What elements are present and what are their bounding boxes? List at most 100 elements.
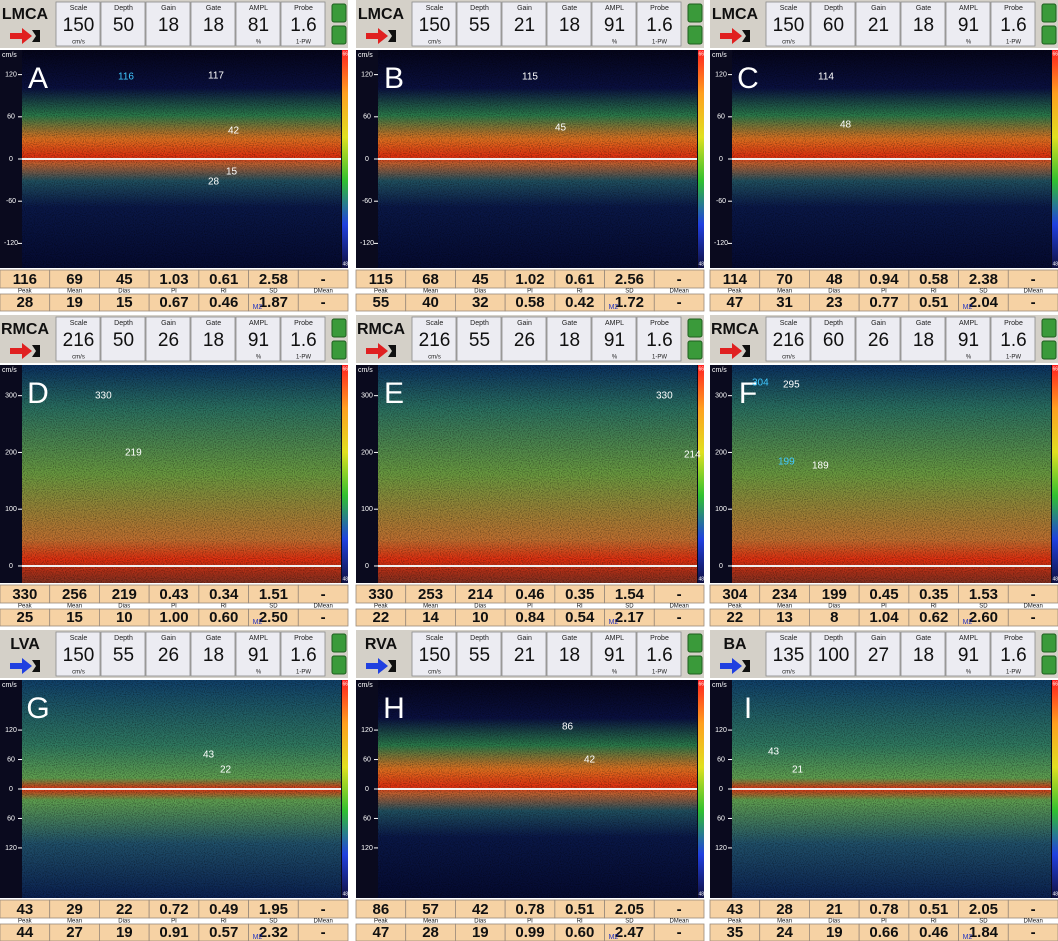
param-value: 91 <box>958 15 979 36</box>
scroll-down <box>1042 26 1056 44</box>
result-value: 22 <box>116 901 133 918</box>
velocity-annotation: 22 <box>220 765 232 776</box>
param-value: 91 <box>604 645 625 666</box>
param-label: Gate <box>206 5 221 12</box>
result-value: 1.51 <box>259 586 288 603</box>
param-value: 26 <box>158 645 179 666</box>
colorbar-top: 66 <box>698 681 704 687</box>
param-value: 1.6 <box>646 645 672 666</box>
result-value: 1.84 <box>969 924 999 941</box>
panel-letter: D <box>27 377 49 410</box>
param-label: AMPL <box>959 320 978 327</box>
param-value: 18 <box>913 15 934 36</box>
param-value: 18 <box>158 15 179 36</box>
param-value: 18 <box>203 15 224 36</box>
result-value: 0.51 <box>919 294 948 311</box>
y-tick-label: 120 <box>715 71 727 78</box>
result-value: 2.47 <box>615 924 644 941</box>
param-value: 91 <box>604 330 625 351</box>
param-value: 135 <box>773 645 805 666</box>
y-tick-label: 300 <box>715 393 727 400</box>
y-tick-label: 0 <box>365 786 369 793</box>
result-value: 32 <box>472 294 489 311</box>
param-value: 60 <box>823 15 844 36</box>
sd-marker: M2 <box>963 619 973 626</box>
vessel-label: LMCA <box>358 6 405 23</box>
param-label: Scale <box>780 5 798 12</box>
result-value: 0.66 <box>869 924 898 941</box>
param-unit: cm/s <box>782 670 795 676</box>
result-value: 0.72 <box>159 901 188 918</box>
y-tick-label: 0 <box>719 156 723 163</box>
result-value: 47 <box>727 294 744 311</box>
param-label: Probe <box>650 320 669 327</box>
result-value: 219 <box>112 586 137 603</box>
result-value: 0.49 <box>209 901 238 918</box>
result-value: 70 <box>776 271 793 288</box>
axis-unit: cm/s <box>712 682 727 689</box>
scroll-down <box>332 26 346 44</box>
result-value: 114 <box>723 271 748 288</box>
y-tick-label: 200 <box>361 449 373 456</box>
velocity-annotation: 43 <box>768 747 780 758</box>
param-label: Gain <box>871 635 886 642</box>
param-label: Gate <box>916 5 931 12</box>
result-value: 0.45 <box>869 586 898 603</box>
param-label: Gate <box>562 5 577 12</box>
velocity-annotation: 199 <box>778 457 795 468</box>
param-unit: % <box>256 355 262 361</box>
y-tick-label: 60 <box>363 114 371 121</box>
result-value: 2.05 <box>615 901 644 918</box>
result-value: 0.46 <box>209 294 238 311</box>
param-unit: 1-PW <box>652 355 667 361</box>
param-value: 21 <box>514 645 535 666</box>
result-value: 21 <box>826 901 843 918</box>
result-value: 69 <box>66 271 83 288</box>
velocity-annotation: 15 <box>226 167 238 178</box>
result-value: 2.56 <box>615 271 644 288</box>
y-tick-label: 60 <box>7 756 15 763</box>
param-value: 55 <box>469 645 490 666</box>
param-label: AMPL <box>605 635 624 642</box>
param-unit: cm/s <box>72 355 85 361</box>
param-label: Depth <box>824 635 843 642</box>
param-value: 150 <box>419 15 451 36</box>
velocity-annotation: 189 <box>812 461 829 472</box>
param-unit: 1-PW <box>296 40 311 46</box>
param-unit: cm/s <box>782 40 795 46</box>
result-value: - <box>321 294 326 311</box>
result-value: 1.04 <box>869 609 899 626</box>
result-value: 1.87 <box>259 294 288 311</box>
result-value: 0.78 <box>869 901 898 918</box>
param-unit: cm/s <box>428 670 441 676</box>
param-value: 91 <box>958 645 979 666</box>
result-value: 0.35 <box>919 586 948 603</box>
result-value: - <box>1031 609 1036 626</box>
result-value: - <box>321 271 326 288</box>
param-value: 81 <box>248 15 269 36</box>
result-value: 0.78 <box>515 901 544 918</box>
panel-letter: B <box>384 62 404 95</box>
result-value: 2.38 <box>969 271 998 288</box>
y-tick-label: 120 <box>5 845 17 852</box>
param-label: Gate <box>562 320 577 327</box>
y-tick-label: -120 <box>4 240 18 247</box>
sd-marker: M2 <box>963 934 973 941</box>
panel: RVAScale150cm/sDepth55Gain21Gate18AMPL91… <box>356 630 704 941</box>
velocity-annotation: 45 <box>555 123 567 134</box>
scroll-up <box>332 4 346 22</box>
result-value: 0.60 <box>209 609 238 626</box>
result-value: 0.60 <box>565 924 594 941</box>
result-value: - <box>321 586 326 603</box>
result-value: 22 <box>727 609 744 626</box>
y-tick-label: 200 <box>715 449 727 456</box>
scroll-up <box>688 4 702 22</box>
result-value: 43 <box>17 901 34 918</box>
y-tick-label: -60 <box>6 198 16 205</box>
colorbar-top: 66 <box>342 681 348 687</box>
result-value: - <box>1031 901 1036 918</box>
sd-marker: M2 <box>963 304 973 311</box>
y-tick-label: 0 <box>365 156 369 163</box>
result-value: 44 <box>17 924 34 941</box>
result-value: 27 <box>66 924 83 941</box>
